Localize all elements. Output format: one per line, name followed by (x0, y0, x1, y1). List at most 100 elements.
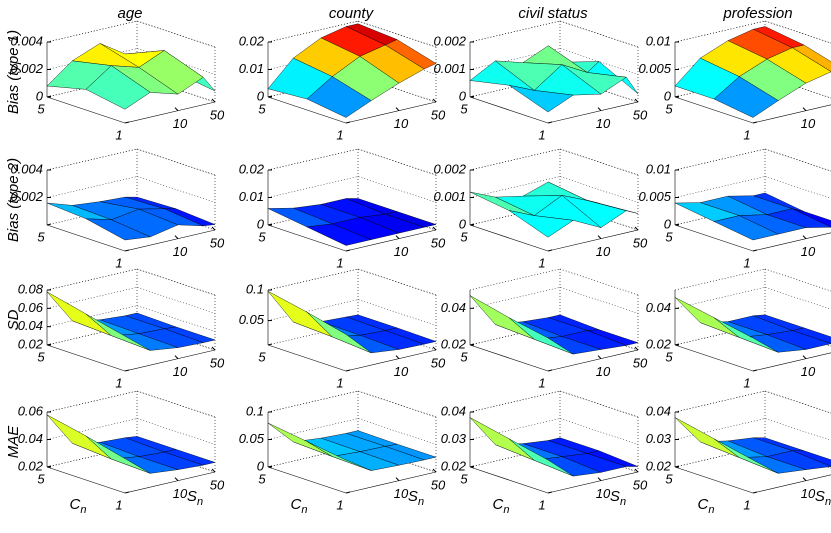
z-tick-label: 0.02 (646, 458, 672, 473)
box-edge (559, 268, 639, 296)
cn-tick-label: 1 (115, 255, 122, 270)
sn-axis (547, 471, 639, 494)
box-edge (764, 390, 831, 414)
sn-tick-label: 10 (801, 486, 816, 501)
cn-tick (345, 369, 351, 372)
z-tick-label: 0.01 (646, 161, 671, 176)
grid-line (267, 148, 437, 176)
z-tick-label: 0.02 (441, 336, 467, 351)
sn-tick (432, 468, 437, 473)
sn-tick-label: 50 (633, 477, 648, 492)
grid-line (469, 75, 639, 103)
cn-tick-label: 1 (538, 255, 545, 270)
z-tick-label: 0.01 (239, 61, 264, 76)
axis-label-base: S (187, 488, 197, 505)
sn-axis (124, 471, 216, 494)
z-tick-label: 0.01 (646, 33, 671, 48)
axis-label-base: S (815, 488, 825, 505)
cn-tick-label: 1 (336, 497, 343, 512)
row-label: MAE (5, 425, 22, 459)
sn-tick (211, 98, 216, 103)
z-tick-label: 0 (459, 88, 467, 103)
surface-patch (713, 317, 779, 353)
cn-tick-label: 1 (336, 375, 343, 390)
cn-tick-label: 5 (460, 229, 468, 244)
grid-line (267, 418, 437, 445)
cn-tick (752, 369, 758, 372)
cn-tick (547, 491, 553, 494)
sn-tick-label: 50 (210, 477, 225, 492)
sn-tick (395, 355, 400, 359)
cn-tick (752, 491, 758, 494)
sn-tick-label: 50 (210, 235, 225, 250)
column-title: civil status (518, 5, 588, 22)
sn-tick-label: 50 (633, 235, 648, 250)
cn-tick-label: 1 (743, 127, 750, 142)
z-tick-label: 0.005 (638, 61, 671, 76)
cn-tick (469, 465, 475, 468)
axis-label-sub: n (418, 496, 424, 508)
z-tick-label: 0.002 (433, 161, 466, 176)
sn-tick (597, 355, 602, 359)
surface-patch (469, 295, 535, 340)
surface-patch (85, 218, 152, 241)
axis-label-sub: n (708, 504, 714, 516)
cn-tick-label: 5 (258, 349, 266, 364)
axis-label-base: C (698, 496, 709, 513)
cn-tick-label: 5 (258, 101, 266, 116)
cn-tick (124, 491, 130, 494)
surface-patch (713, 76, 779, 118)
z-tick-label: 0.06 (18, 300, 44, 315)
grid-line (46, 390, 216, 418)
grid-line (674, 287, 831, 310)
grid-line (469, 418, 639, 445)
axis-label-sub: n (80, 504, 86, 516)
surface-patch (674, 297, 740, 338)
column-title: age (117, 5, 142, 22)
column-title: county (329, 5, 375, 22)
grid-line (469, 20, 639, 48)
cn-tick-label: 5 (460, 349, 468, 364)
cn-tick-label: 1 (336, 255, 343, 270)
surface-patch (306, 311, 372, 354)
z-tick-label: 0.03 (441, 431, 467, 446)
sn-tick-label: 10 (173, 364, 188, 379)
axis-label: Cn (698, 496, 715, 516)
cn-tick (46, 343, 52, 346)
cn-tick (124, 121, 130, 124)
cn-tick (674, 95, 680, 98)
cn-tick-label: 1 (115, 497, 122, 512)
row-label: Bias (type 1) (5, 30, 22, 114)
sn-tick (432, 98, 437, 103)
sn-tick (395, 477, 400, 481)
z-tick-label: 0.08 (18, 281, 44, 296)
sn-tick (174, 235, 179, 239)
z-tick-label: 0.04 (441, 403, 466, 418)
axis-label-sub: n (503, 504, 509, 516)
cn-tick (46, 95, 52, 98)
cn-tick-label: 1 (743, 375, 750, 390)
grid-line (469, 176, 639, 203)
sn-tick-label: 10 (394, 486, 409, 501)
cn-tick-label: 5 (665, 471, 673, 486)
sn-tick-label: 50 (210, 355, 225, 370)
sn-tick-label: 10 (394, 116, 409, 131)
grid-line (46, 20, 216, 48)
cn-tick (267, 95, 273, 98)
sn-tick (597, 107, 602, 111)
axis-label: Sn (815, 488, 831, 508)
grid-line (267, 176, 437, 203)
cn-axis (267, 344, 347, 372)
z-tick-label: 0.06 (18, 403, 44, 418)
sn-axis (547, 101, 639, 124)
cn-tick (345, 249, 351, 252)
z-tick-label: 0.05 (239, 312, 265, 327)
surface-patch (46, 291, 112, 336)
cn-tick (547, 369, 553, 372)
z-tick-label: 0.04 (646, 403, 671, 418)
sn-axis (345, 471, 437, 494)
sn-tick (802, 235, 807, 239)
z-tick-label: 0.04 (18, 318, 43, 333)
cn-axis (267, 224, 347, 252)
axis-label-base: C (70, 496, 81, 513)
